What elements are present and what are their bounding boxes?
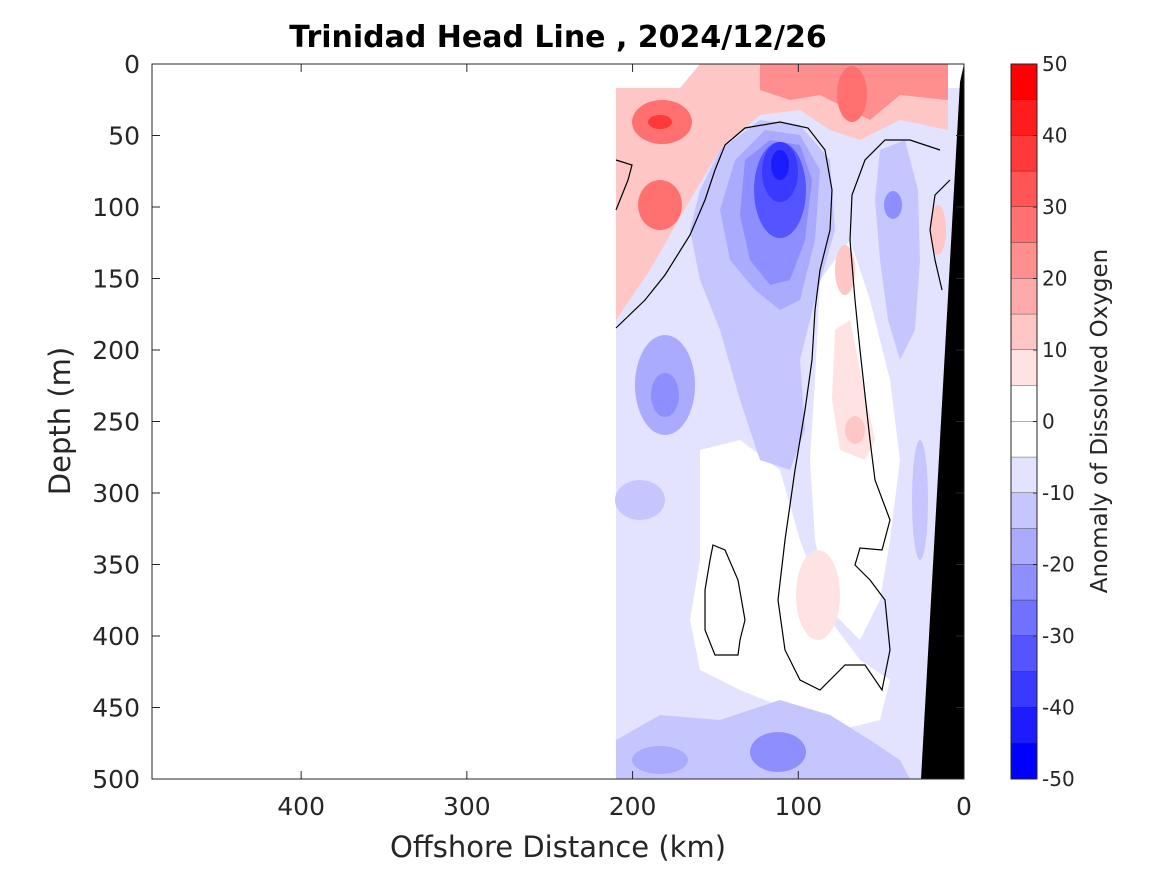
colorbar-tick-label: -20 — [1042, 553, 1075, 577]
x-tick-label: 300 — [443, 792, 491, 821]
colorbar-swatch — [1011, 493, 1037, 529]
colorbar-tick-label: -10 — [1042, 481, 1075, 505]
near-zero-region-mid — [690, 440, 890, 730]
x-tick-label: 100 — [774, 792, 822, 821]
colorbar-swatch — [1011, 600, 1037, 636]
y-tick-label: 300 — [92, 479, 140, 508]
zero-contour-offshore — [615, 159, 633, 211]
colorbar-tick-label: -50 — [1042, 767, 1075, 791]
y-tick-label: 450 — [92, 694, 140, 723]
zero-contour-coastal — [929, 179, 951, 291]
y-tick-label: 150 — [92, 265, 140, 294]
colorbar-swatch — [1011, 99, 1037, 136]
y-axis-label: Depth (m) — [43, 347, 77, 495]
colorbar-swatch — [1011, 671, 1037, 708]
positive-anomaly-coastal — [930, 205, 946, 255]
colorbar-swatch — [1011, 242, 1037, 279]
colorbar-swatch — [1011, 314, 1037, 350]
negative-anomaly-nearshore — [875, 140, 920, 360]
negative-anomaly-nearshore-core — [884, 191, 902, 219]
colorbar-swatch — [1011, 385, 1037, 422]
y-tick-label: 0 — [124, 50, 140, 79]
colorbar-swatch — [1011, 743, 1037, 779]
colorbar-tick-label: 50 — [1042, 52, 1067, 76]
colorbar-swatch — [1011, 171, 1037, 207]
negative-anomaly-offshore-core — [651, 373, 679, 417]
positive-anomaly-core-shallow-inner — [648, 115, 672, 129]
colorbar-swatch — [1011, 350, 1037, 386]
colorbar-swatch — [1011, 421, 1037, 458]
negative-anomaly-offshore-edge — [615, 480, 665, 520]
colorbar-tick-label: -40 — [1042, 696, 1075, 720]
y-tick-label: 200 — [92, 336, 140, 365]
y-tick-label: 400 — [92, 622, 140, 651]
y-tick-label: 250 — [92, 408, 140, 437]
y-tick-label: 350 — [92, 551, 140, 580]
colorbar-tick-label: 40 — [1042, 124, 1067, 148]
colorbar-swatch — [1011, 707, 1037, 744]
colorbar-tick-label: 0 — [1042, 410, 1055, 434]
negative-anomaly-bottom-core — [750, 732, 806, 772]
colorbar-swatch — [1011, 64, 1037, 100]
x-axis-label: Offshore Distance (km) — [390, 830, 726, 864]
colorbar-tick-label: 20 — [1042, 267, 1067, 291]
colorbar-swatch — [1011, 564, 1037, 601]
colorbar-tick-label: -30 — [1042, 624, 1075, 648]
negative-anomaly-bottom-offshore — [632, 746, 688, 774]
negative-anomaly-nearshore-deep — [912, 440, 928, 560]
zero-contour-deep-loop — [704, 544, 746, 656]
colorbar-swatch — [1011, 528, 1037, 565]
colorbar-tick-label: 10 — [1042, 338, 1067, 362]
anomaly-field — [615, 64, 964, 779]
colorbar-swatch — [1011, 207, 1037, 243]
y-tick-label: 500 — [92, 765, 140, 794]
colorbar-swatch — [1011, 135, 1037, 172]
y-tick-label: 100 — [92, 193, 140, 222]
y-tick-label: 50 — [108, 122, 140, 151]
positive-anomaly-tongue-core — [845, 416, 865, 444]
zero-contour-main — [615, 121, 941, 692]
bathymetry-shelf — [921, 64, 964, 779]
chart-title: Trinidad Head Line , 2024/12/26 — [289, 20, 826, 55]
y-axis: 0 50 100 150 200 250 300 350 400 450 500 — [92, 50, 964, 794]
colorbar-label: Anomaly of Dissolved Oxygen — [1087, 249, 1113, 594]
colorbar: 50 40 30 20 10 0 -10 -20 -30 -40 -50 — [1010, 52, 1075, 791]
x-tick-label: 0 — [956, 792, 972, 821]
negative-anomaly-core-inner — [771, 150, 789, 180]
positive-anomaly-deep — [796, 550, 840, 640]
colorbar-swatch — [1011, 278, 1037, 315]
positive-anomaly-core-deep — [638, 180, 682, 230]
positive-anomaly-nearshore — [837, 66, 867, 122]
surface-positive-anomaly — [616, 64, 948, 320]
x-tick-label: 400 — [277, 792, 325, 821]
colorbar-swatch — [1011, 636, 1037, 672]
colorbar-tick-label: 30 — [1042, 195, 1067, 219]
colorbar-swatch — [1011, 457, 1037, 493]
x-axis: 400 300 200 100 0 — [277, 64, 972, 821]
positive-anomaly-slope — [835, 245, 855, 295]
x-tick-label: 200 — [609, 792, 657, 821]
